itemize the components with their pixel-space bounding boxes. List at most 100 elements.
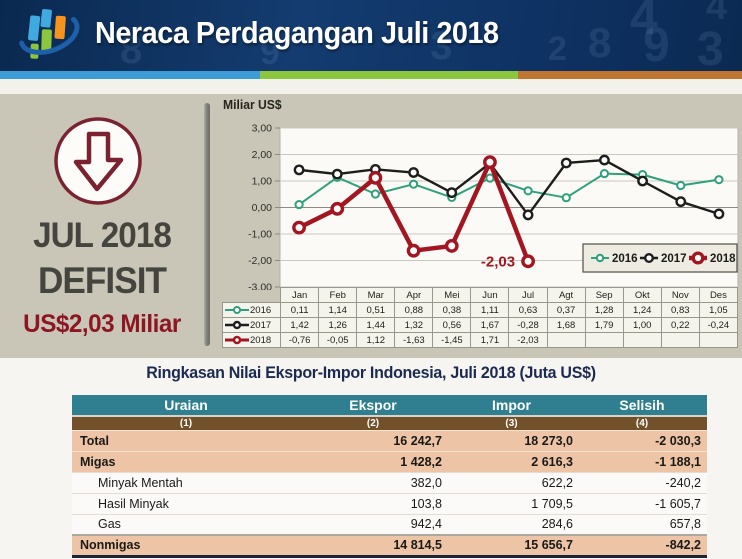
deficit-value-label: US$2,03 Miliar bbox=[23, 310, 181, 338]
value-cell: -0,24 bbox=[698, 317, 739, 333]
data-point-2016 bbox=[523, 186, 533, 196]
value-cell: -2,03 bbox=[508, 332, 548, 348]
ekspor-value: 942,4 bbox=[300, 513, 446, 535]
value-cell bbox=[584, 332, 624, 348]
data-point-2017 bbox=[560, 157, 572, 169]
chart-y-axis-title: Miliar US$ bbox=[223, 98, 282, 112]
data-point-2017 bbox=[408, 167, 419, 178]
table-row-migas: Migas 1 428,2 2 616,3 -1 188,1 bbox=[72, 450, 707, 472]
y-tick-label: 2,00 bbox=[252, 149, 273, 161]
data-point-2016 bbox=[408, 179, 419, 189]
watermark-digit: 9 bbox=[643, 19, 670, 71]
data-point-2017 bbox=[446, 187, 458, 199]
vertical-divider bbox=[204, 103, 210, 346]
row-label: Minyak Mentah bbox=[72, 471, 300, 493]
data-point-2018 bbox=[292, 220, 306, 235]
column-number-row: (1) (2) (3) (4) bbox=[72, 416, 707, 430]
value-cell: 1,14 bbox=[318, 302, 358, 318]
data-point-2018 bbox=[444, 239, 459, 253]
value-cell: 1,42 bbox=[280, 317, 320, 333]
series-legend-cell: 2016 bbox=[221, 302, 282, 318]
legend-marker bbox=[644, 252, 655, 263]
value-cell: 1,24 bbox=[622, 302, 662, 318]
month-header: Nov bbox=[660, 287, 700, 303]
table-row-hasil-minyak: Hasil Minyak 103,8 1 709,5 -1 605,7 bbox=[72, 492, 707, 514]
month-header: Sep bbox=[584, 287, 624, 303]
y-tick-label: -1,00 bbox=[248, 229, 272, 241]
table-row-gas: Gas 942,4 284,6 657,8 bbox=[72, 513, 707, 535]
column-header: Ekspor bbox=[300, 395, 446, 417]
ekspor-value: 382,0 bbox=[300, 471, 446, 493]
value-cell: 1,00 bbox=[622, 317, 662, 333]
y-tick-label: 1,00 bbox=[252, 176, 273, 188]
month-header: Jan bbox=[280, 287, 320, 303]
value-cell: 0,11 bbox=[280, 302, 320, 318]
down-arrow-icon bbox=[51, 114, 145, 213]
value-cell bbox=[660, 332, 700, 348]
value-cell: 1,12 bbox=[356, 332, 396, 348]
row-label: Total bbox=[72, 429, 300, 451]
series-legend-cell: 2018 bbox=[221, 332, 282, 348]
value-cell: 1,32 bbox=[394, 317, 434, 333]
value-cell: 1,67 bbox=[470, 317, 510, 333]
data-point-2017 bbox=[637, 175, 648, 187]
y-tick-label: -2,00 bbox=[248, 255, 272, 267]
ekspor-value: 14 814,5 bbox=[300, 534, 446, 558]
data-point-2018 bbox=[368, 170, 383, 185]
month-header: Mei bbox=[432, 287, 472, 303]
column-header: Selisih bbox=[577, 395, 707, 417]
data-point-2017 bbox=[675, 196, 687, 208]
series-legend-cell: 2017 bbox=[221, 317, 282, 333]
data-point-2017 bbox=[713, 208, 725, 220]
data-point-2016 bbox=[676, 180, 686, 191]
chart-table-row-2016: 2016 0,11 1,14 0,51 0,88 0,38 1,11 0,63 0,37 1,28… bbox=[221, 302, 739, 318]
month-header: Agt bbox=[546, 287, 586, 303]
y-tick-label: -3,00 bbox=[248, 282, 272, 291]
value-cell: -1,63 bbox=[394, 332, 434, 348]
value-cell: 1,05 bbox=[698, 302, 739, 318]
value-cell: -0,76 bbox=[280, 332, 320, 348]
impor-value: 18 273,0 bbox=[446, 429, 577, 451]
value-cell: 1,28 bbox=[584, 302, 624, 318]
watermark-digit: 4 bbox=[706, 0, 728, 28]
data-point-2016 bbox=[370, 189, 381, 199]
chart-table-header-row: Jan Feb Mar Apr Mei Jun Jul Agt Sep Okt Nov Des bbox=[223, 287, 739, 303]
status-label: DEFISIT bbox=[37, 260, 167, 301]
legend-marker bbox=[595, 253, 605, 263]
watermark-digit: 2 bbox=[548, 30, 567, 68]
data-point-2016 bbox=[485, 173, 495, 183]
data-point-2017 bbox=[522, 209, 534, 221]
value-cell: 0,38 bbox=[432, 302, 472, 318]
column-number: (2) bbox=[300, 416, 446, 430]
legend-label: 2016 bbox=[612, 253, 638, 265]
value-cell: 1,79 bbox=[584, 317, 624, 333]
column-number: (4) bbox=[577, 416, 707, 430]
impor-value: 2 616,3 bbox=[446, 450, 577, 472]
value-cell: -0,05 bbox=[318, 332, 358, 348]
watermark-digit: 8 bbox=[588, 19, 612, 66]
data-point-2018 bbox=[330, 201, 345, 216]
column-header: Impor bbox=[446, 395, 577, 417]
y-tick-label: 3,00 bbox=[252, 123, 273, 135]
data-point-2016 bbox=[599, 168, 610, 179]
column-number: (3) bbox=[446, 416, 577, 430]
impor-value: 622,2 bbox=[446, 471, 577, 493]
data-point-2017 bbox=[599, 154, 610, 166]
stripe-orange bbox=[518, 71, 742, 79]
legend-label: 2017 bbox=[661, 253, 687, 265]
chart-data-table: Jan Feb Mar Apr Mei Jun Jul Agt Sep Okt Nov Des 2016… bbox=[221, 287, 739, 348]
month-header: Jul bbox=[508, 287, 548, 303]
trade-balance-line-chart: 3,00 2,00 1,00 0,00 -1,00 -2,00 -3,00 -2,03 2016… bbox=[248, 123, 739, 291]
value-cell: 1,68 bbox=[546, 317, 586, 333]
value-cell bbox=[546, 332, 586, 348]
legend-label: 2018 bbox=[710, 253, 736, 265]
value-cell: 0,37 bbox=[546, 302, 586, 318]
bps-logo-icon bbox=[13, 4, 87, 71]
ekspor-value: 103,8 bbox=[300, 492, 446, 514]
table-row-nonmigas: Nonmigas 14 814,5 15 656,7 -842,2 bbox=[72, 534, 707, 558]
selisih-value: 657,8 bbox=[577, 513, 707, 535]
value-cell: 0,88 bbox=[394, 302, 434, 318]
column-header: Uraian bbox=[72, 395, 300, 417]
chart-table-row-2018: 2018 -0,76 -0,05 1,12 -1,63 -1,45 1,71 -2,03 bbox=[221, 332, 739, 348]
